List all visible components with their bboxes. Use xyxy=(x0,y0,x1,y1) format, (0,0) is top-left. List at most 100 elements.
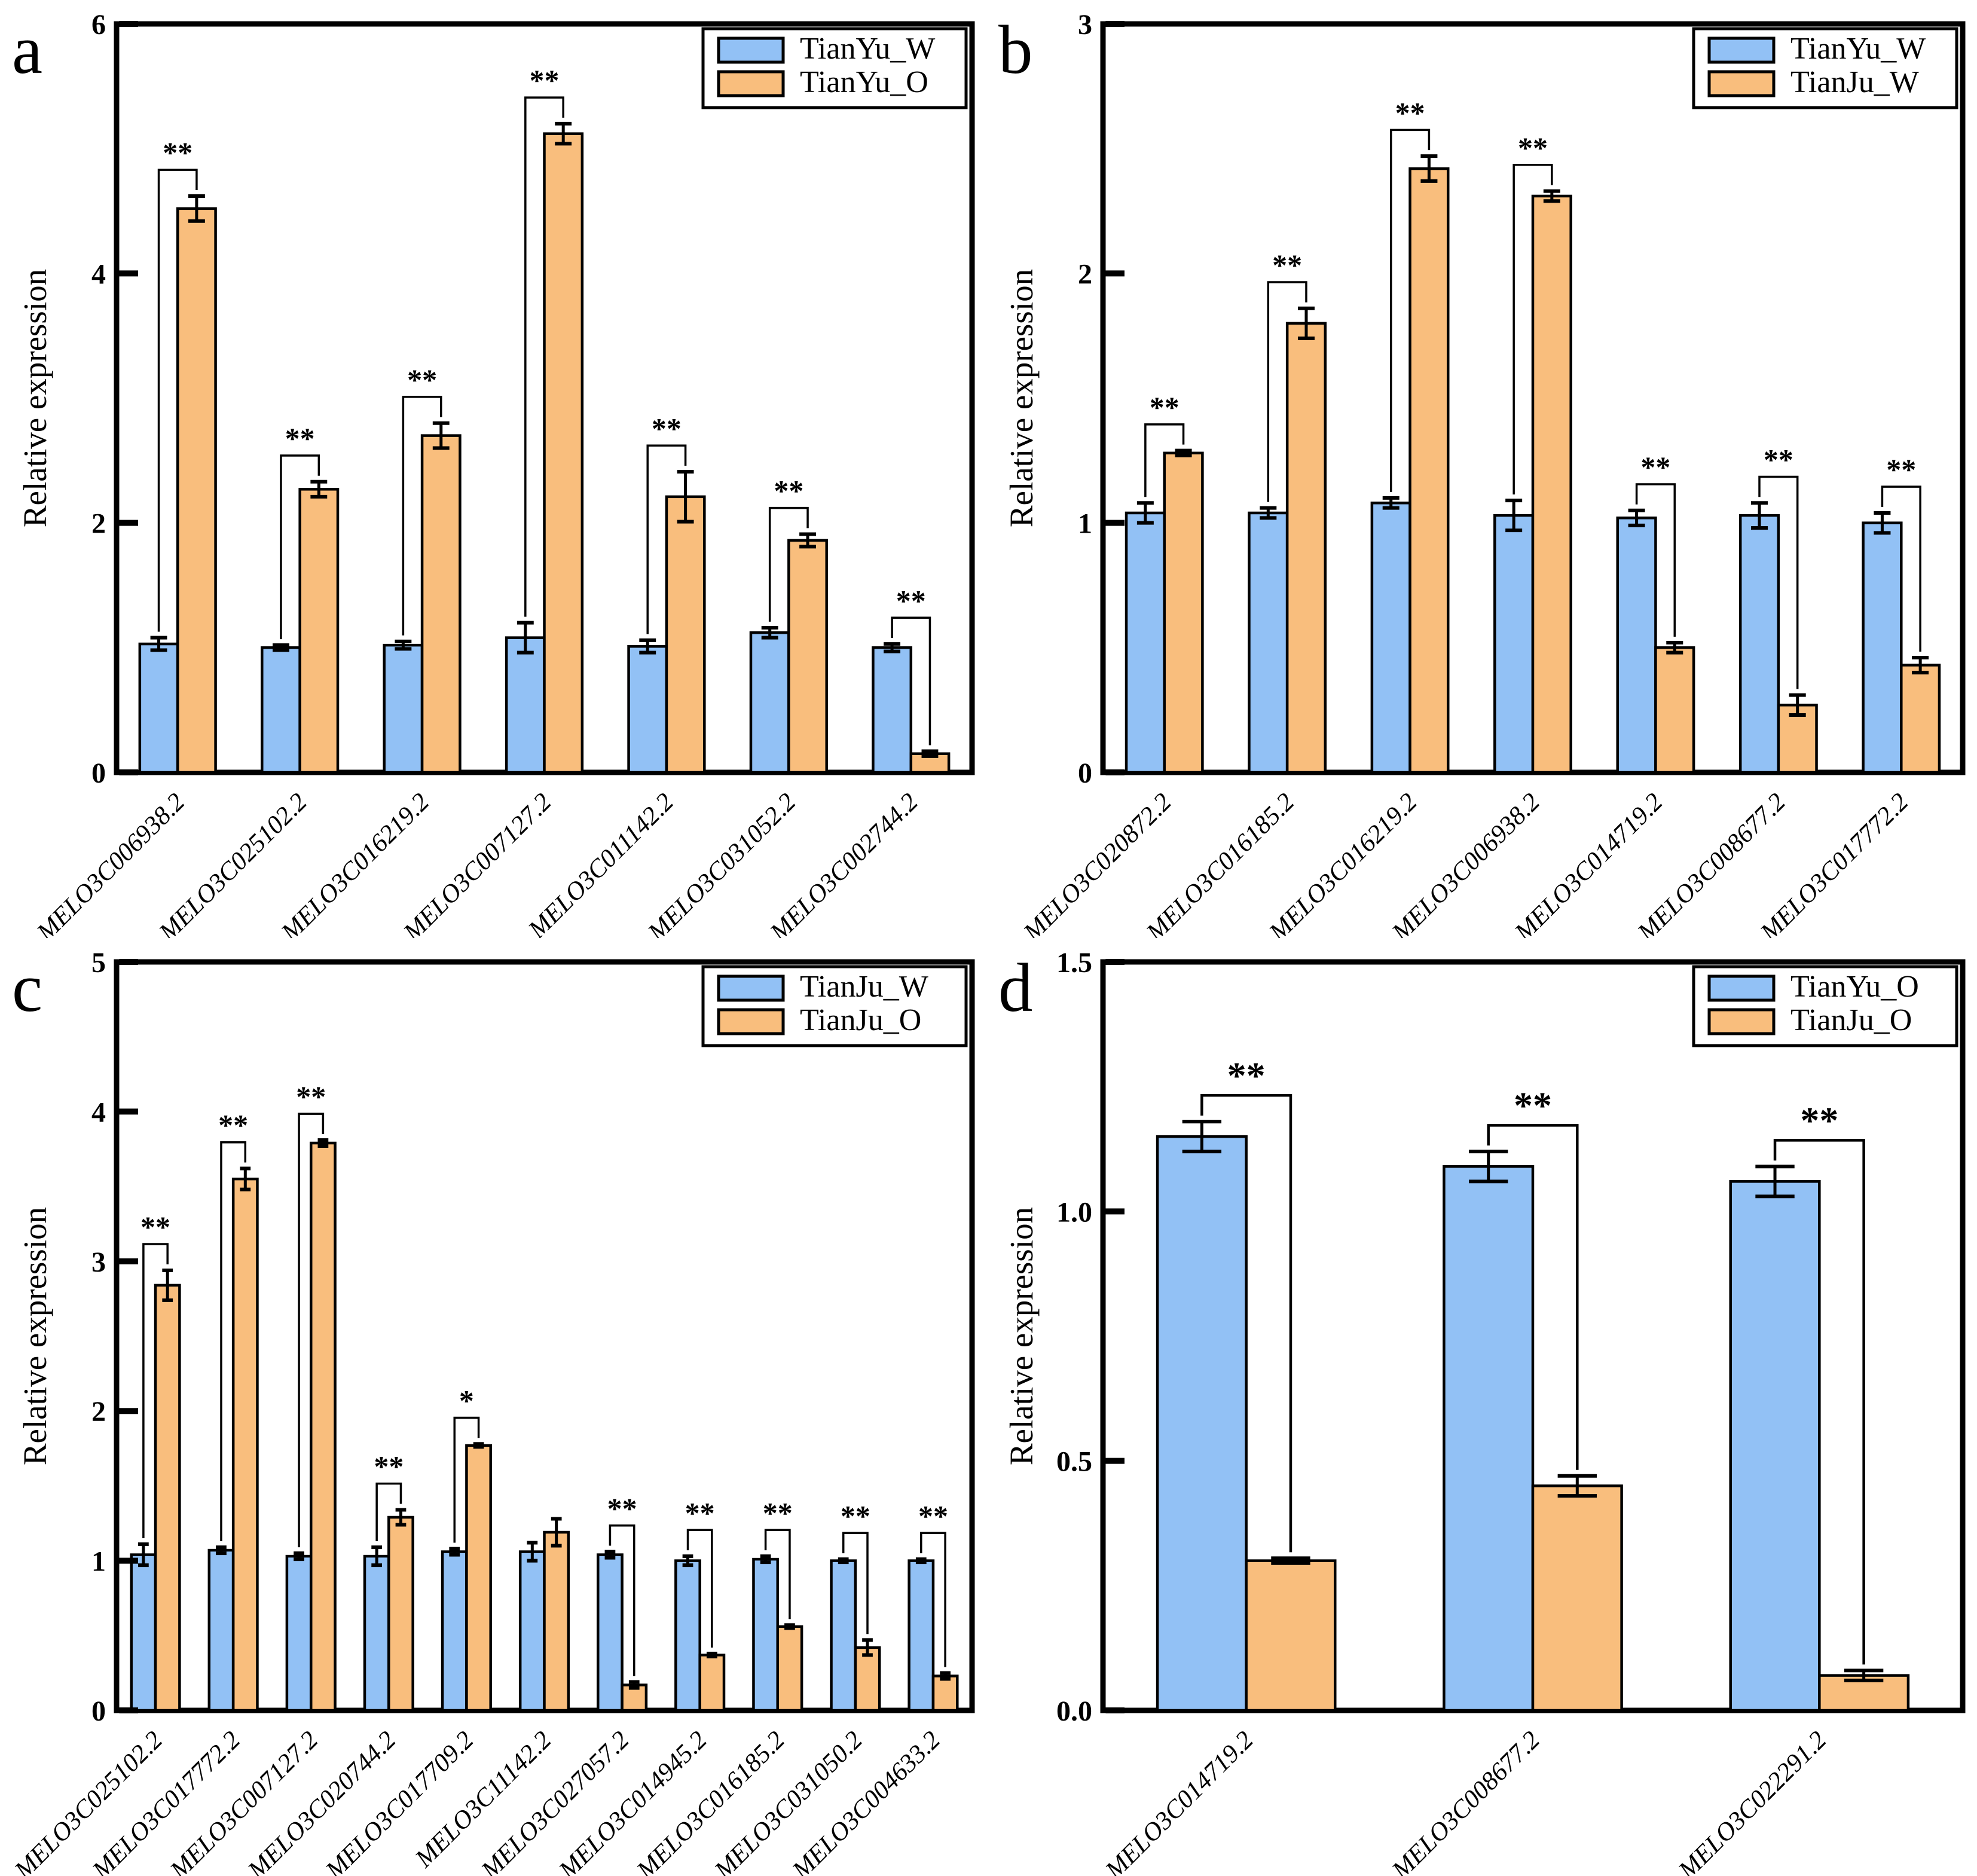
y-tick-label: 0 xyxy=(1078,757,1092,789)
significance-stars: ** xyxy=(163,136,192,169)
significance-bracket xyxy=(1773,1139,1865,1665)
significance-bracket xyxy=(609,1524,635,1676)
significance-bracket xyxy=(1881,485,1921,652)
bar-series1 xyxy=(261,646,301,774)
bar-series1 xyxy=(1370,502,1411,774)
bar-series1 xyxy=(130,1553,157,1712)
significance-stars: ** xyxy=(607,1492,637,1525)
significance-bracket xyxy=(842,1532,869,1634)
panel-c: c MELO3C025102.2 ** MELO3C017772.2 ** MELO3C0… xyxy=(0,938,986,1876)
bar-series2 xyxy=(298,488,340,774)
bar-series2 xyxy=(776,1625,803,1712)
bar-series1 xyxy=(1616,517,1657,774)
bar-series2 xyxy=(1900,664,1941,774)
bar-series2 xyxy=(154,1284,181,1712)
significance-stars: ** xyxy=(140,1210,170,1243)
significance-bracket xyxy=(453,1416,480,1543)
significance-stars: ** xyxy=(1514,1084,1552,1126)
bar-series2 xyxy=(387,1516,414,1712)
panel-d: d MELO3C014719.2 ** MELO3C008677.2 ** MELO3C0… xyxy=(986,938,1977,1876)
significance-stars: ** xyxy=(1227,1054,1266,1096)
significance-bracket xyxy=(524,96,564,617)
significance-stars: ** xyxy=(1764,442,1793,476)
significance-bracket xyxy=(220,1141,247,1542)
significance-stars: ** xyxy=(1640,450,1670,484)
y-tick-label: 0.0 xyxy=(1056,1695,1092,1727)
bar-series2 xyxy=(1408,167,1450,774)
bar-series2 xyxy=(1531,1484,1623,1712)
significance-bracket xyxy=(280,454,320,640)
y-tick-label: 2 xyxy=(1078,258,1092,290)
y-tick-label: 0 xyxy=(91,757,106,789)
significance-stars: ** xyxy=(774,474,803,508)
bar-series1 xyxy=(1862,521,1903,774)
significance-bracket xyxy=(1267,281,1307,502)
panel-d-chart: d MELO3C014719.2 ** MELO3C008677.2 ** MELO3C0… xyxy=(998,947,1966,1876)
x-tick-label: MELO3C014719.2 xyxy=(1100,1726,1259,1876)
legend-swatch xyxy=(717,974,785,1002)
y-tick-label: 0 xyxy=(91,1695,106,1727)
legend-swatch xyxy=(1707,36,1776,64)
significance-stars: ** xyxy=(652,411,682,445)
significance-bracket xyxy=(157,169,198,632)
significance-stars: ** xyxy=(285,421,315,455)
significance-stars: ** xyxy=(407,363,437,396)
bar-series1 xyxy=(518,1550,546,1712)
significance-bracket xyxy=(1389,129,1431,492)
bar-series2 xyxy=(665,495,706,774)
panel-c-chart: cMELO3C025102.2**MELO3C017772.2**MELO3C0… xyxy=(9,947,975,1876)
bar-series1 xyxy=(752,1557,780,1712)
y-tick-label: 1 xyxy=(91,1546,106,1578)
significance-stars: ** xyxy=(1150,390,1180,424)
bar-series1 xyxy=(441,1550,468,1712)
legend-swatch xyxy=(717,36,785,64)
legend-label: TianYu_W xyxy=(1790,32,1926,66)
significance-bracket xyxy=(920,1532,946,1667)
y-tick-label: 1.0 xyxy=(1056,1196,1092,1228)
bar-series1 xyxy=(907,1559,935,1712)
significance-stars: ** xyxy=(1800,1099,1838,1141)
y-tick-label: 1.5 xyxy=(1056,947,1092,979)
significance-bracket xyxy=(298,1113,325,1548)
x-tick-label: MELO3C008677.2 xyxy=(1386,1726,1545,1876)
significance-bracket xyxy=(686,1529,713,1648)
legend-label: TianYu_O xyxy=(1790,970,1919,1004)
bar-series2 xyxy=(465,1444,492,1712)
bar-series1 xyxy=(1493,514,1535,774)
x-tick-label: MELO3C11142.2 xyxy=(410,1726,557,1874)
bar-series1 xyxy=(627,644,668,774)
significance-bracket xyxy=(1635,483,1676,637)
bar-series1 xyxy=(749,631,790,774)
x-tick-label: MELO3C022291.2 xyxy=(1673,1726,1832,1876)
significance-bracket xyxy=(1487,1124,1579,1470)
significance-stars: ** xyxy=(896,583,926,617)
bar-series1 xyxy=(1729,1180,1821,1712)
significance-stars: ** xyxy=(841,1499,870,1532)
legend-label: TianYu_W xyxy=(800,32,935,66)
significance-bracket xyxy=(764,1529,791,1620)
significance-stars: ** xyxy=(1886,453,1916,486)
y-tick-label: 4 xyxy=(91,258,106,290)
y-tick-label: 6 xyxy=(91,9,106,41)
y-tick-label: 2 xyxy=(91,1396,106,1428)
bar-series1 xyxy=(505,636,546,774)
significance-stars: ** xyxy=(1395,96,1425,129)
panel-letter: c xyxy=(12,950,42,1026)
legend-label: TianYu_O xyxy=(800,65,928,99)
bar-series2 xyxy=(176,207,217,774)
panel-letter: b xyxy=(998,12,1033,88)
bar-series1 xyxy=(285,1554,313,1712)
panel-letter: d xyxy=(998,950,1033,1026)
bar-series2 xyxy=(309,1141,337,1712)
significance-bracket xyxy=(375,1482,402,1542)
significance-stars: ** xyxy=(918,1499,948,1532)
significance-bracket xyxy=(402,396,442,635)
bar-series1 xyxy=(207,1548,235,1712)
significance-stars: ** xyxy=(763,1496,793,1529)
panel-a: a MELO3C006938.2 ** MELO3C025102.2 ** MELO3C0… xyxy=(0,0,986,938)
bar-series2 xyxy=(543,132,584,774)
bar-series1 xyxy=(1738,514,1780,774)
significance-bracket xyxy=(1144,423,1185,497)
bar-series1 xyxy=(138,642,179,774)
legend-label: TianJu_W xyxy=(1790,65,1919,99)
